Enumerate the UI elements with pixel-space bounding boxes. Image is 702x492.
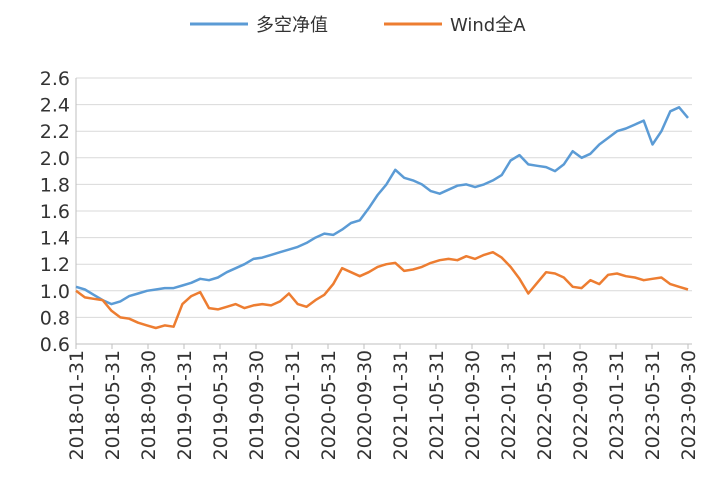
series-line-long-short	[75, 106, 689, 306]
y-tick-label: 0.6	[40, 334, 70, 356]
axes: 2018-01-31 2018-05-31 2018-09-30 2019-01-31…	[66, 78, 700, 460]
x-tick-label: 2023-09-30	[678, 350, 700, 460]
x-tick-label: 2021-01-31	[390, 350, 412, 460]
legend-item-wind-all-a[interactable]: Wind全A	[384, 15, 526, 36]
x-tick-label: 2018-09-30	[138, 350, 160, 460]
series	[75, 106, 689, 330]
y-tick-label: 2.0	[40, 148, 70, 170]
legend-label-wind-all-a: Wind全A	[450, 15, 526, 36]
x-tick-label: 2020-09-30	[354, 350, 376, 460]
legend: 多空净值 Wind全A	[190, 15, 526, 36]
y-tick-label: 2.4	[40, 95, 70, 117]
y-tick-label: 1.6	[40, 201, 70, 223]
y-tick-label: 2.2	[40, 121, 70, 143]
x-tick-label: 2019-05-31	[210, 350, 232, 460]
x-tick-label: 2018-05-31	[102, 350, 124, 460]
y-tick-label: 1.4	[40, 228, 70, 250]
legend-item-long-short[interactable]: 多空净值	[190, 15, 328, 36]
x-tick-label: 2021-09-30	[462, 350, 484, 460]
x-tick-label: 2019-01-31	[174, 350, 196, 460]
x-tick-label: 2022-05-31	[534, 350, 556, 460]
y-tick-label: 1.8	[40, 174, 70, 196]
y-tick-label: 1.0	[40, 281, 70, 303]
x-tick-label: 2018-01-31	[66, 350, 88, 460]
legend-label-long-short: 多空净值	[256, 15, 328, 36]
x-tick-label: 2021-05-31	[426, 350, 448, 460]
x-tick-label: 2020-05-31	[318, 350, 340, 460]
x-tick-label: 2023-01-31	[606, 350, 628, 460]
series-line-wind-all-a	[75, 250, 689, 330]
y-tick-label: 2.6	[40, 68, 70, 90]
x-tick-label: 2019-09-30	[246, 350, 268, 460]
x-tick-label: 2020-01-31	[282, 350, 304, 460]
y-tick-label: 0.8	[40, 307, 70, 329]
x-tick-label: 2022-09-30	[570, 350, 592, 460]
y-tick-label: 1.2	[40, 254, 70, 276]
x-tick-label: 2023-05-31	[642, 350, 664, 460]
gridlines: 0.6 0.8 1.0 1.2 1.4 1.6 1.8 2.0 2.2 2.4 2.6	[40, 68, 692, 356]
x-tick-label: 2022-01-31	[498, 350, 520, 460]
